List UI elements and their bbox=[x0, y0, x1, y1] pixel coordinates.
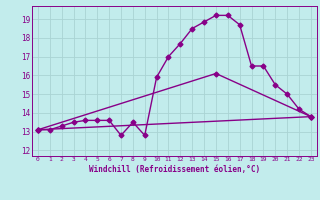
X-axis label: Windchill (Refroidissement éolien,°C): Windchill (Refroidissement éolien,°C) bbox=[89, 165, 260, 174]
